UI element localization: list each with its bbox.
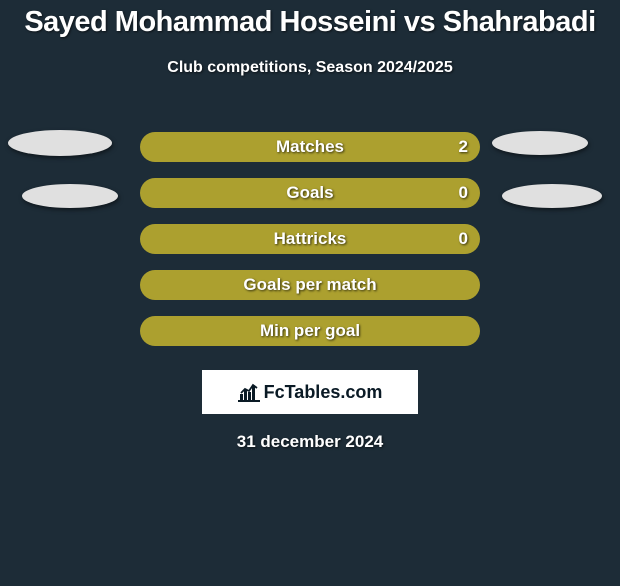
chart-rows: Matches2Goals0Hattricks0Goals per matchM… [0,124,620,354]
logo-text: FcTables.com [238,382,383,403]
decor-ellipse [492,131,588,155]
decor-ellipse [502,184,602,208]
bar-left-segment [140,132,480,162]
page-title: Sayed Mohammad Hosseini vs Shahrabadi [0,6,620,39]
decor-ellipse [22,184,118,208]
bar-left-segment [140,224,480,254]
chart-row: Min per goal [0,308,620,354]
bar [140,270,480,300]
bar-left-segment [140,316,480,346]
chart-row: Hattricks0 [0,216,620,262]
bar-left-segment [140,270,480,300]
logo-box: FcTables.com [202,370,418,414]
subtitle: Club competitions, Season 2024/2025 [0,59,620,77]
chart-icon [238,382,260,402]
chart-row: Goals per match [0,262,620,308]
bar-left-segment [140,178,480,208]
bar [140,178,480,208]
logo-label: FcTables.com [264,382,383,403]
bar [140,224,480,254]
bar [140,316,480,346]
decor-ellipse [8,130,112,156]
bar [140,132,480,162]
date-label: 31 december 2024 [0,432,620,452]
